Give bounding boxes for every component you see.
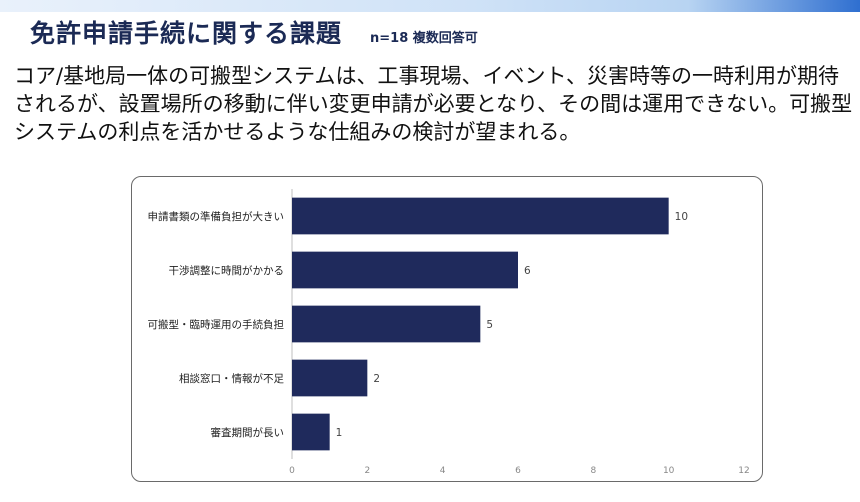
x-tick-label-4: 8 — [590, 466, 596, 476]
x-tick-label-1: 2 — [364, 466, 370, 476]
top-decoration-band — [0, 0, 860, 12]
x-tick-label-2: 4 — [440, 466, 446, 476]
category-label-2: 可搬型・臨時運用の手続負担 — [148, 318, 285, 331]
bar-3 — [292, 359, 368, 397]
value-label-3: 2 — [373, 373, 380, 385]
bar-1 — [292, 251, 518, 289]
category-label-3: 相談窓口・情報が不足 — [179, 372, 284, 385]
bar-2 — [292, 305, 481, 343]
title-row: 免許申請手続に関する課題 n=18 複数回答可 — [30, 14, 478, 54]
sample-note: n=18 複数回答可 — [370, 31, 478, 46]
value-label-0: 10 — [675, 211, 688, 223]
value-label-4: 1 — [336, 427, 343, 439]
category-label-4: 審査期間が長い — [211, 426, 285, 439]
bar-4 — [292, 413, 330, 451]
x-tick-label-3: 6 — [515, 466, 521, 476]
x-tick-label-0: 0 — [289, 466, 295, 476]
category-label-1: 干渉調整に時間がかかる — [169, 264, 285, 277]
description-text: コア/基地局一体の可搬型システムは、工事現場、イベント、災害時等の一時利用が期待… — [14, 64, 853, 144]
value-label-2: 5 — [486, 319, 493, 331]
value-label-1: 6 — [524, 265, 531, 277]
page-title: 免許申請手続に関する課題 — [30, 19, 343, 48]
chart-frame: 申請書類の準備負担が大きい 10 干渉調整に時間がかかる 6 可搬型・臨時運用の手続負担… — [131, 176, 763, 482]
x-tick-label-5: 10 — [663, 466, 675, 476]
x-tick-label-6: 12 — [738, 466, 749, 476]
bar-0 — [292, 197, 669, 235]
category-label-0: 申請書類の準備負担が大きい — [148, 210, 285, 223]
